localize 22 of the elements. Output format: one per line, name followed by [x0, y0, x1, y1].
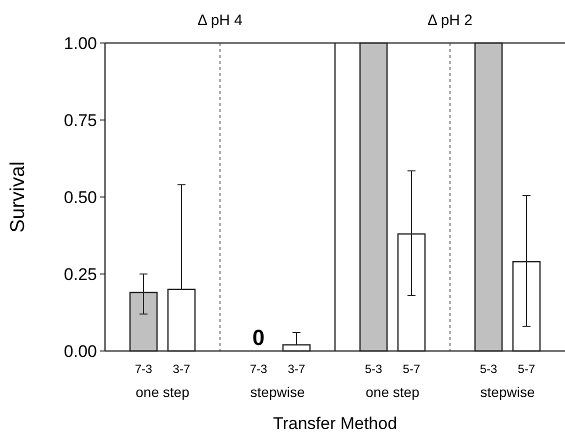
- y-tick-label: 0.50: [64, 188, 97, 207]
- series-label: 7-3: [134, 362, 153, 376]
- series-label: 5-3: [364, 362, 383, 376]
- x-axis-title: Transfer Method: [272, 414, 398, 433]
- chart-title: Δ pH 4: [197, 12, 243, 29]
- text: 5-7: [518, 362, 536, 376]
- x-tick-label: one step: [136, 384, 190, 400]
- text: 7-3: [250, 362, 268, 376]
- series-label: 3-7: [172, 362, 190, 376]
- y-tick-label: 0.75: [64, 110, 97, 130]
- y-tick-label: 1.00: [64, 34, 97, 53]
- x-tick-label: stepwise: [480, 384, 535, 400]
- text: 3-7: [288, 362, 306, 376]
- y-axis-title: Survival: [7, 161, 29, 233]
- y-tick-label: 0.00: [64, 342, 97, 361]
- data-label: 0: [252, 325, 265, 350]
- chart-title: Δ pH 2: [427, 12, 473, 29]
- text: 5-3: [480, 362, 498, 376]
- y-tick-label: 0.25: [64, 264, 97, 284]
- x-tick-label: one step: [366, 384, 420, 400]
- x-tick-label: stepwise: [250, 384, 305, 400]
- series-label: 5-7: [402, 362, 420, 376]
